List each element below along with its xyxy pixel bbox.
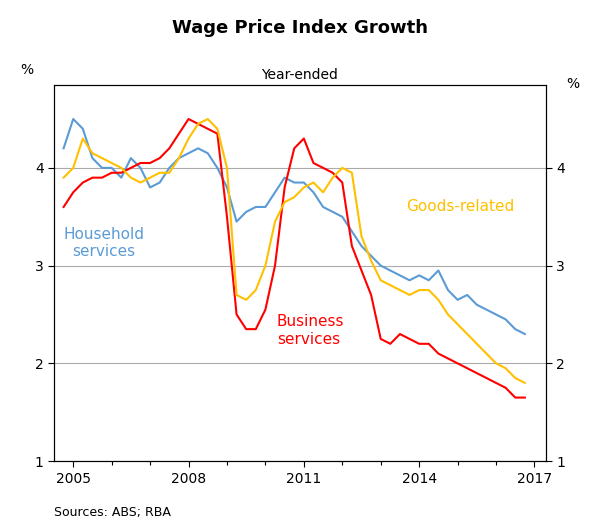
Text: Sources: ABS; RBA: Sources: ABS; RBA	[54, 506, 171, 519]
Y-axis label: %: %	[20, 63, 34, 77]
Y-axis label: %: %	[566, 77, 580, 91]
Text: Household
services: Household services	[64, 226, 145, 259]
Title: Year-ended: Year-ended	[262, 68, 338, 82]
Text: Business
services: Business services	[277, 314, 344, 347]
Text: Wage Price Index Growth: Wage Price Index Growth	[172, 19, 428, 37]
Text: Goods-related: Goods-related	[406, 199, 514, 215]
